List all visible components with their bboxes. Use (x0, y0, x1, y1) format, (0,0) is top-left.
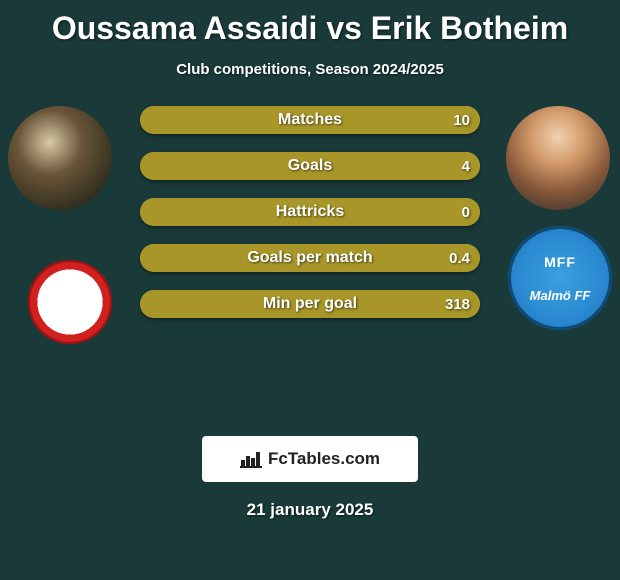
page-subtitle: Club competitions, Season 2024/2025 (0, 61, 620, 78)
stat-bar: Hattricks 0 (140, 198, 480, 226)
stat-label: Matches (140, 111, 480, 129)
comparison-panel: MFF Malmö FF Matches 10 Goals 4 Hattrick… (0, 106, 620, 406)
stat-bar: Matches 10 (140, 106, 480, 134)
watermark: FcTables.com (202, 436, 418, 482)
stat-value-right: 10 (453, 112, 470, 129)
stat-bar: Goals per match 0.4 (140, 244, 480, 272)
club-left-logo (28, 260, 112, 344)
date-text: 21 january 2025 (0, 500, 620, 520)
stat-label: Hattricks (140, 203, 480, 221)
stat-bars: Matches 10 Goals 4 Hattricks 0 Goals per… (140, 106, 480, 336)
club-right-abbrev: MFF (544, 254, 576, 270)
stat-value-right: 0.4 (449, 250, 470, 267)
stat-bar: Min per goal 318 (140, 290, 480, 318)
stat-label: Goals (140, 157, 480, 175)
player-left-avatar (8, 106, 112, 210)
stat-value-right: 0 (462, 204, 470, 221)
stat-value-right: 4 (462, 158, 470, 175)
page-title: Oussama Assaidi vs Erik Botheim (0, 0, 620, 47)
watermark-text: FcTables.com (268, 449, 380, 469)
player-right-avatar (506, 106, 610, 210)
club-right-name: Malmö FF (530, 288, 591, 303)
chart-icon (240, 450, 262, 468)
stat-value-right: 318 (445, 296, 470, 313)
stat-label: Min per goal (140, 295, 480, 313)
stat-label: Goals per match (140, 249, 480, 267)
stat-bar: Goals 4 (140, 152, 480, 180)
club-right-logo: MFF Malmö FF (508, 226, 612, 330)
